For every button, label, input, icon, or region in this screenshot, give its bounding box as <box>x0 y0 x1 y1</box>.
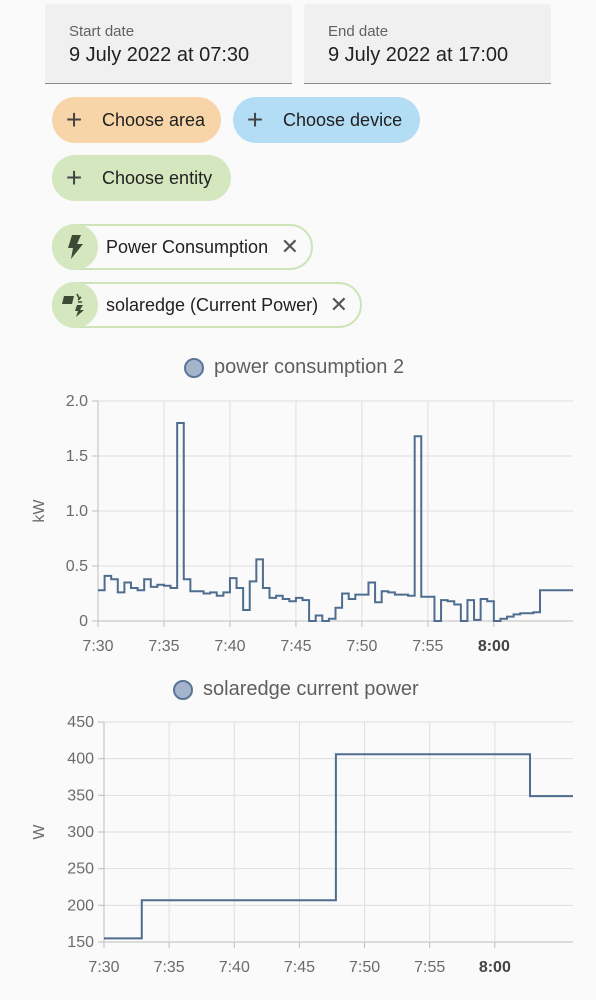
x-tick-label: 7:40 <box>219 959 250 976</box>
plus-icon: + <box>65 162 83 193</box>
y-axis-label: kW <box>31 499 48 523</box>
y-tick-label: 300 <box>67 824 94 841</box>
end-date-field[interactable]: End date 9 July 2022 at 17:00 <box>304 4 551 84</box>
y-tick-label: 200 <box>67 897 94 914</box>
chip-label: Power Consumption <box>106 236 269 257</box>
plus-icon: + <box>246 104 264 135</box>
close-icon[interactable]: ✕ <box>329 292 348 317</box>
series-line <box>98 422 573 622</box>
start-date-field[interactable]: Start date 9 July 2022 at 07:30 <box>45 4 292 84</box>
x-tick-label: 7:30 <box>88 959 119 976</box>
y-tick-label: 400 <box>67 751 94 768</box>
choose-area-button[interactable]: + Choose area <box>52 97 221 143</box>
x-tick-label: 7:50 <box>349 959 380 976</box>
x-tick-label: 7:45 <box>280 638 311 655</box>
close-icon[interactable]: ✕ <box>280 234 299 259</box>
x-tick-label: 8:00 <box>478 638 510 655</box>
start-date-value: 9 July 2022 at 07:30 <box>69 44 250 66</box>
y-tick-label: 2.0 <box>66 393 88 410</box>
series-line <box>104 753 573 940</box>
chip-label: solaredge (Current Power) <box>106 294 319 315</box>
selected-chip-power-consumption[interactable]: Power Consumption ✕ <box>52 224 313 270</box>
y-tick-label: 1.0 <box>66 503 88 520</box>
y-tick-label: 0 <box>79 613 88 630</box>
legend-label: power consumption 2 <box>214 356 405 378</box>
choose-entity-button[interactable]: + Choose entity <box>52 155 231 201</box>
solaredge-power-chart: 150 200 250 300 350 400 450 7:30 7:35 7:40 7:45 7:5… <box>31 714 573 976</box>
legend-label: solaredge current power <box>203 678 419 700</box>
end-date-value: 9 July 2022 at 17:00 <box>328 44 509 66</box>
choose-area-label: Choose area <box>102 109 206 130</box>
x-tick-label: 8:00 <box>479 959 511 976</box>
y-tick-label: 450 <box>67 714 94 731</box>
x-tick-label: 7:40 <box>214 638 245 655</box>
legend-dot <box>173 679 193 700</box>
solar-power-icon <box>52 282 98 328</box>
selected-chip-solaredge[interactable]: solaredge (Current Power) ✕ <box>52 282 362 328</box>
x-tick-label: 7:55 <box>414 959 445 976</box>
y-tick-label: 350 <box>67 787 94 804</box>
y-tick-label: 0.5 <box>66 558 88 575</box>
x-tick-label: 7:55 <box>412 638 443 655</box>
x-tick-label: 7:45 <box>284 959 315 976</box>
x-tick-label: 7:50 <box>346 638 377 655</box>
x-tick-label: 7:35 <box>148 638 179 655</box>
choose-entity-label: Choose entity <box>102 167 213 188</box>
flash-icon <box>52 224 98 270</box>
choose-device-button[interactable]: + Choose device <box>233 97 420 143</box>
choose-device-label: Choose device <box>283 109 403 130</box>
y-tick-label: 1.5 <box>66 448 88 465</box>
plus-icon: + <box>65 104 83 135</box>
chart1-legend[interactable]: power consumption 2 <box>184 356 404 379</box>
y-tick-label: 150 <box>67 934 94 951</box>
y-axis-label: W <box>31 824 48 840</box>
start-date-label: Start date <box>69 23 135 40</box>
chart2-legend[interactable]: solaredge current power <box>173 678 419 701</box>
x-tick-label: 7:35 <box>154 959 185 976</box>
x-tick-label: 7:30 <box>82 638 113 655</box>
y-tick-label: 250 <box>67 861 94 878</box>
power-consumption-chart: 0 0.5 1.0 1.5 2.0 7:30 7:35 7:40 7:45 7:50 7:55 8:0… <box>31 393 573 655</box>
legend-dot <box>184 357 204 378</box>
end-date-label: End date <box>328 23 389 40</box>
